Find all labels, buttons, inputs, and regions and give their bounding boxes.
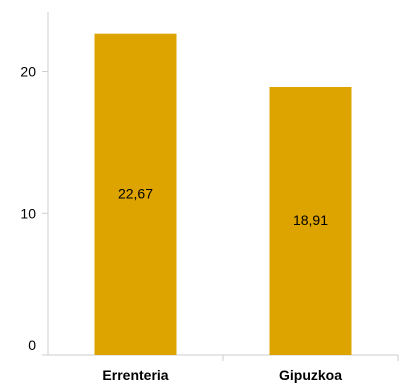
x-tick-label-gipuzkoa: Gipuzkoa bbox=[279, 367, 342, 383]
x-tick-label-errenteria: Errenteria bbox=[102, 367, 168, 383]
data-label-gipuzkoa: 18,91 bbox=[293, 212, 328, 228]
y-tick-label: 20 bbox=[20, 64, 36, 80]
bar-errenteria bbox=[94, 33, 177, 355]
y-tick-label: 10 bbox=[20, 205, 36, 221]
data-label-errenteria: 22,67 bbox=[118, 185, 153, 201]
bar-gipuzkoa bbox=[269, 86, 352, 356]
y-tick-label: 0 bbox=[28, 337, 36, 353]
